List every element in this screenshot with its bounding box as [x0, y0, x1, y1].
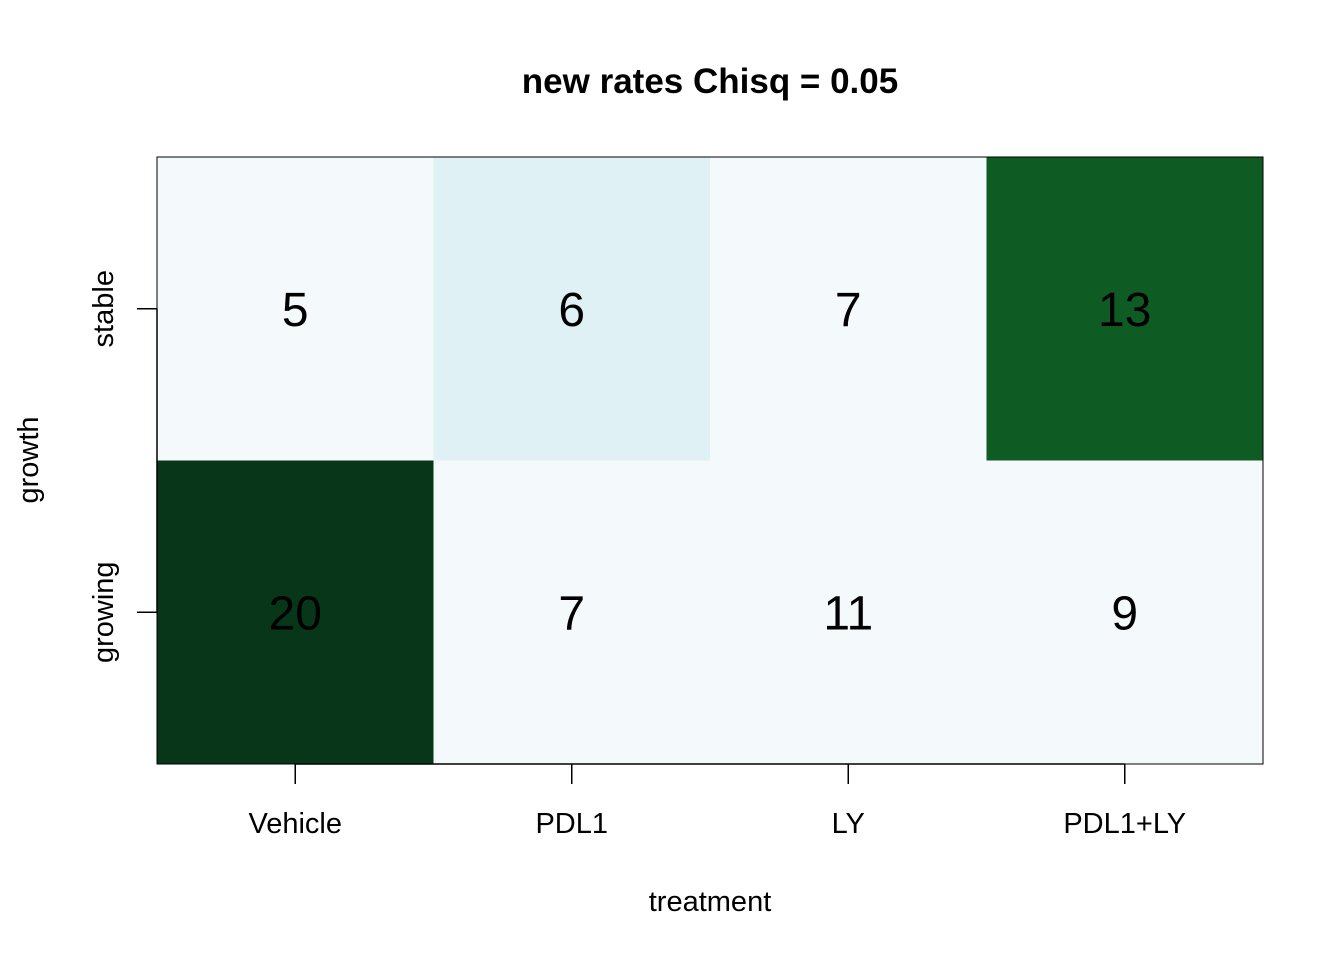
cell-value-label: 9 [1111, 587, 1138, 640]
heatmap-cell [710, 460, 987, 765]
cell-value-label: 7 [835, 284, 862, 337]
cell-value-label: 5 [282, 284, 309, 337]
cell-value-label: 11 [823, 587, 873, 640]
heatmap-cell [433, 460, 711, 765]
heatmap-cell [433, 157, 711, 461]
x-tick-label: LY [832, 808, 865, 840]
x-axis-title: treatment [649, 886, 772, 918]
x-tick-label: Vehicle [248, 808, 342, 840]
cell-value-label: 20 [269, 587, 322, 640]
cell-value-label: 7 [558, 587, 585, 640]
x-tick-label: PDL1 [535, 808, 608, 840]
heatmap-cells [157, 157, 1264, 765]
heatmap-cell-labels: 5 6 7 13 20 7 11 9 [269, 284, 1152, 641]
heatmap-cell [157, 157, 434, 461]
y-tick-label: stable [88, 270, 120, 347]
y-axis-title: growth [13, 416, 45, 503]
heatmap-cell [710, 157, 987, 461]
cell-value-label: 13 [1098, 284, 1151, 337]
heatmap-cell [157, 460, 434, 765]
y-axis: stable growing [88, 270, 158, 663]
x-tick-label: PDL1+LY [1063, 808, 1186, 840]
heatmap-cell [986, 157, 1264, 461]
cell-value-label: 6 [558, 284, 585, 337]
x-axis: Vehicle PDL1 LY PDL1+LY [248, 763, 1186, 840]
chart-title: new rates Chisq = 0.05 [522, 62, 898, 101]
y-tick-label: growing [88, 561, 120, 663]
heatmap-cell [986, 460, 1264, 765]
